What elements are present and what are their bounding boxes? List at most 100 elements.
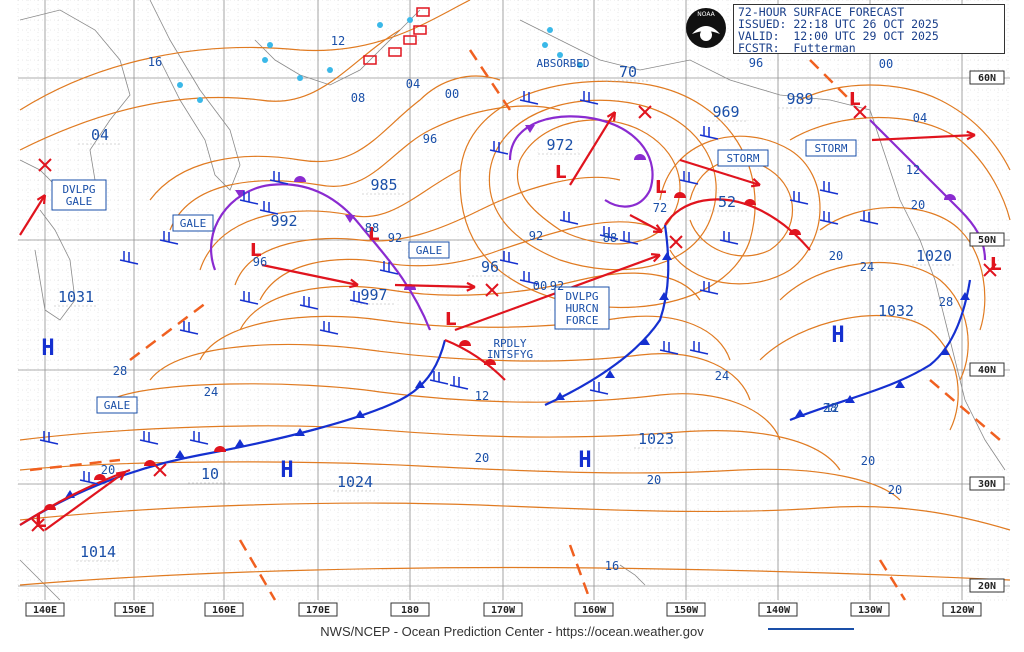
track-arrow	[36, 194, 47, 205]
ice-edge-marker	[197, 97, 203, 103]
warm-front-marker	[144, 460, 156, 466]
coastline	[149, 0, 241, 191]
cold-front-marker	[415, 380, 425, 388]
cold-front-3-marker	[960, 292, 970, 300]
warning-box	[172, 214, 214, 232]
cold-front-2-marker	[605, 370, 615, 378]
track-line	[629, 214, 663, 233]
isobar-label: 20	[829, 249, 843, 263]
warning-box	[96, 396, 138, 414]
warm-front-3-marker	[674, 192, 686, 198]
pressure-value: 04	[91, 126, 109, 144]
lat-label: 30N	[978, 479, 996, 490]
lat-label-box	[969, 70, 1005, 85]
isobar	[19, 425, 841, 471]
warning-box	[554, 286, 610, 330]
pressure-value: 70	[619, 63, 637, 81]
isobar-label: 20	[647, 473, 661, 487]
coastline	[519, 19, 871, 111]
valid-time: VALID: 12:00 UTC 29 OCT 2025	[738, 29, 939, 43]
isobar-label: 20	[911, 198, 925, 212]
lat-label: 40N	[978, 365, 996, 376]
warning-box	[717, 149, 769, 167]
low-icon: L	[849, 89, 860, 110]
occluded-front-marker	[345, 215, 355, 223]
lon-label: 170W	[491, 605, 516, 616]
pressure-value: 992	[270, 212, 297, 230]
track-line	[569, 111, 616, 186]
ice-berg-marker	[388, 47, 402, 57]
lon-label-box	[483, 602, 523, 617]
trough	[568, 544, 592, 601]
isobar-label: 12	[825, 401, 839, 415]
isobar-label: 04	[406, 77, 420, 91]
isobar	[19, 0, 471, 111]
lon-label: 140W	[766, 605, 791, 616]
lat-label-box	[969, 232, 1005, 247]
coastline	[19, 559, 61, 601]
pressure-value: 1023	[638, 430, 674, 448]
isobar	[488, 99, 717, 271]
trough	[878, 559, 907, 601]
track-arrow	[466, 281, 476, 292]
lat-label: 20N	[978, 581, 996, 592]
fronts	[19, 115, 987, 526]
track-arrow	[966, 130, 976, 141]
isobar	[149, 343, 751, 401]
lon-label-box	[25, 602, 65, 617]
trough	[929, 379, 1001, 441]
pressure-value: 989	[786, 90, 813, 108]
track-arrow	[750, 178, 761, 188]
isobar	[19, 461, 901, 501]
lon-label-box	[114, 602, 154, 617]
lon-label: 160E	[212, 605, 236, 616]
warning-label: STORM	[814, 142, 847, 155]
warm-front	[19, 468, 131, 526]
warm-front-2-marker	[484, 359, 496, 365]
isobar-label: 96	[749, 56, 763, 70]
track-arrow	[650, 253, 661, 263]
ice-edge-marker	[262, 57, 268, 63]
position-x-icon	[153, 463, 167, 477]
lon-label-box	[390, 602, 430, 617]
position-x-icon	[669, 235, 683, 249]
cold-front	[19, 339, 447, 526]
cold-front-2-marker	[640, 337, 650, 345]
isobar-label: 92	[388, 231, 402, 245]
position-x-icon	[638, 105, 652, 119]
isobar-label: 20	[475, 451, 489, 465]
isobar	[19, 502, 1011, 531]
isobar	[799, 84, 1011, 171]
warning-box	[51, 179, 107, 211]
lon-label-box	[574, 602, 614, 617]
trough	[29, 458, 121, 472]
cold-front-2-marker	[659, 292, 669, 300]
isobar-label: 88	[365, 221, 379, 235]
noaa-logo: NOAA	[686, 8, 726, 48]
ice-edge-marker	[177, 82, 183, 88]
trough	[129, 299, 211, 361]
isobar-label: 16	[605, 559, 619, 573]
cold-front-3-marker	[795, 409, 805, 417]
cold-front-2-marker	[555, 392, 565, 400]
pressure-value: 96	[481, 258, 499, 276]
ice-berg-marker	[363, 55, 377, 65]
coastline	[254, 9, 421, 86]
cold-front-marker	[355, 410, 365, 418]
isobar-label: 12	[331, 34, 345, 48]
isobar	[149, 75, 501, 201]
isobar-label: 16	[148, 55, 162, 69]
cold-front-3-marker	[895, 380, 905, 388]
cold-front-marker	[235, 439, 245, 447]
lat-label-box	[969, 476, 1005, 491]
isobar-label: 00	[445, 87, 459, 101]
lon-label-box	[666, 602, 706, 617]
occluded-front-2-marker	[634, 154, 646, 160]
lon-label-box	[850, 602, 890, 617]
isobar	[19, 29, 401, 151]
cold-front-3-marker	[845, 395, 855, 403]
axis-labels: 140E 150E 160E 170E 180 170W 160W 150W 140W 130W 1…	[25, 70, 1005, 617]
map-labels: HH HH041031102410231032102010149929859979…	[41, 34, 956, 573]
isobar-label: 72	[653, 201, 667, 215]
